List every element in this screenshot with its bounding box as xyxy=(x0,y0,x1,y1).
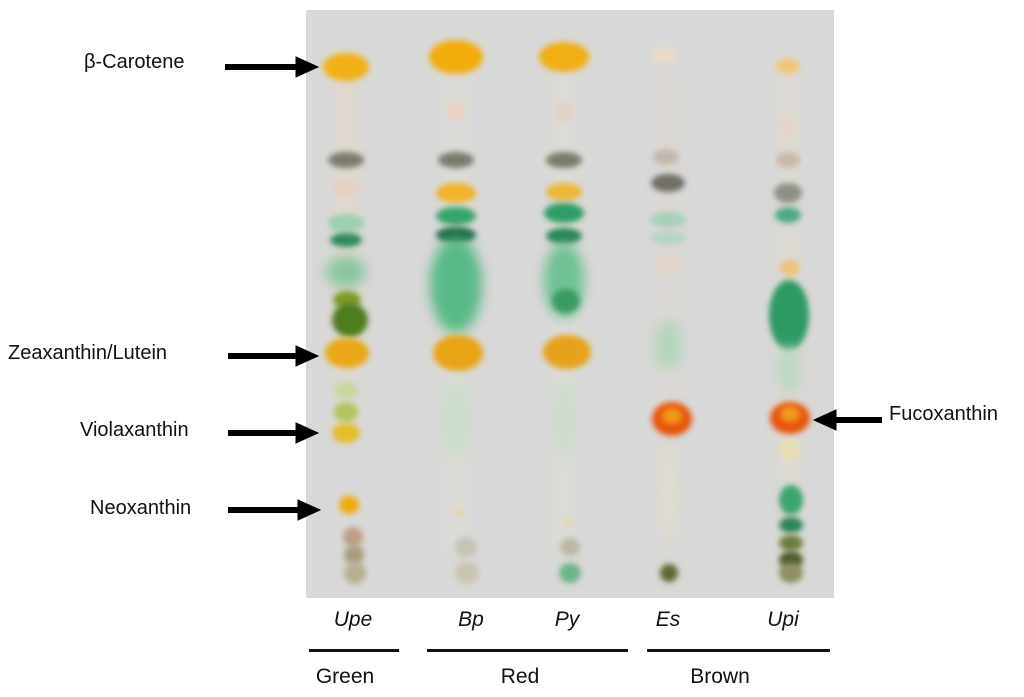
group-rule-red xyxy=(427,649,628,652)
label-fucoxanthin: Fucoxanthin xyxy=(889,403,998,425)
label-beta-carotene: β-Carotene xyxy=(84,51,185,73)
arrow-violaxanthin xyxy=(228,422,320,444)
arrow-fucoxanthin xyxy=(812,409,882,431)
group-label-red: Red xyxy=(500,665,540,688)
group-rule-brown xyxy=(647,649,830,652)
lane-upe-spots xyxy=(323,53,369,584)
lane-py-spots xyxy=(539,42,591,583)
lane-es-spots xyxy=(650,47,692,582)
group-rule-green xyxy=(309,649,399,652)
lane-label-upi: Upi xyxy=(767,608,799,631)
lane-label-bp: Bp xyxy=(458,608,484,631)
label-violaxanthin: Violaxanthin xyxy=(80,419,189,441)
arrow-beta-carotene xyxy=(225,56,320,78)
label-neoxanthin: Neoxanthin xyxy=(90,497,192,519)
arrow-neoxanthin xyxy=(228,499,322,521)
lane-label-upe: Upe xyxy=(333,608,373,631)
arrow-zeaxanthin-lutein xyxy=(228,345,320,367)
lane-upi-spots xyxy=(769,58,810,583)
tlc-plate-image xyxy=(306,10,834,598)
lane-label-py: Py xyxy=(554,608,580,631)
lane-bp-spots xyxy=(429,40,483,584)
label-zeaxanthin-lutein: Zeaxanthin/Lutein xyxy=(8,342,168,364)
group-label-green: Green xyxy=(315,665,375,688)
group-label-brown: Brown xyxy=(690,665,750,688)
lane-label-es: Es xyxy=(655,608,681,631)
